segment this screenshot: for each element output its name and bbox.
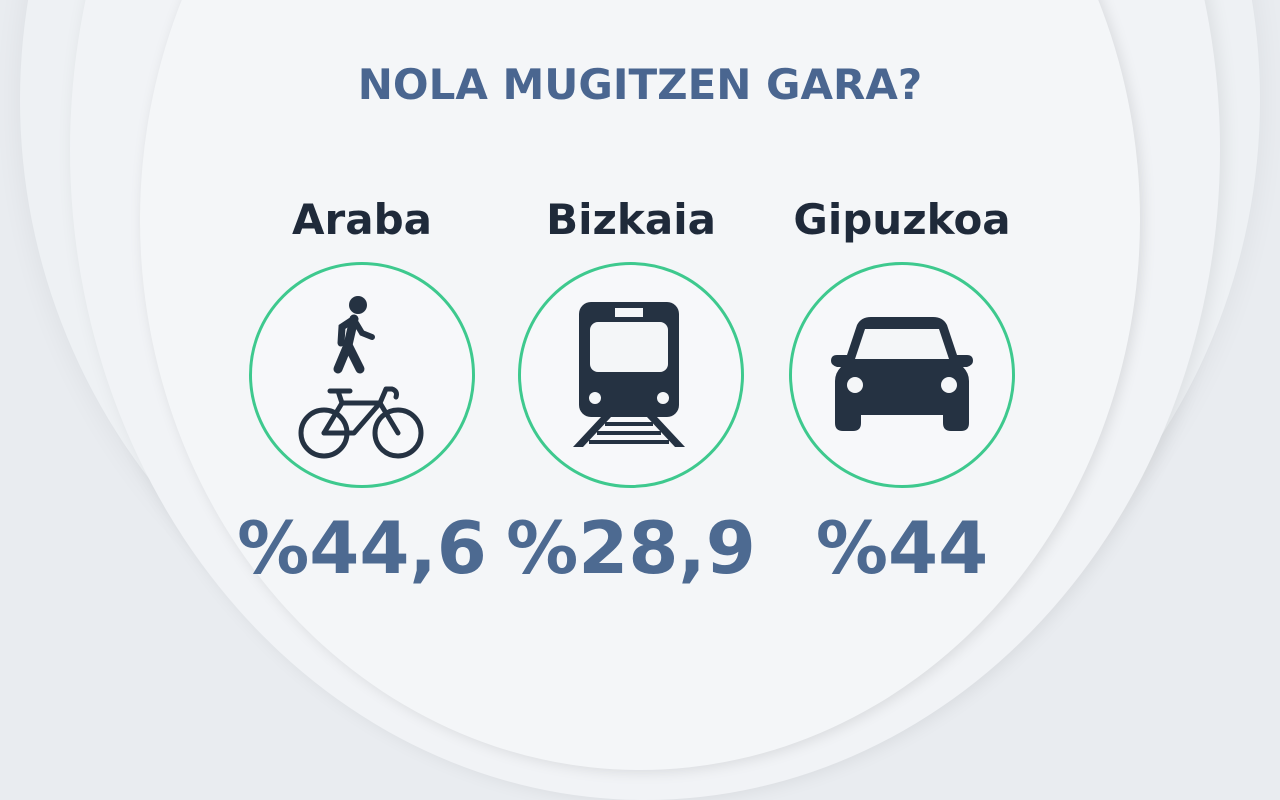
region-value: %44,6 bbox=[237, 506, 487, 590]
region-bizkaia: Bizkaia %28,9 bbox=[481, 190, 781, 590]
region-value: %28,9 bbox=[506, 506, 756, 590]
pedestrian-icon bbox=[333, 296, 375, 374]
icon-circle bbox=[249, 262, 475, 488]
page-title: NOLA MUGITZEN GARA? bbox=[357, 60, 923, 109]
region-araba: Araba %44,6 bbox=[212, 190, 512, 590]
region-name: Gipuzkoa bbox=[793, 195, 1011, 244]
pedestrian-bicycle-icon bbox=[298, 296, 424, 459]
car-icon bbox=[831, 317, 973, 431]
train-icon bbox=[573, 302, 685, 447]
icon-circle bbox=[518, 262, 744, 488]
icon-circle bbox=[789, 262, 1015, 488]
region-gipuzkoa: Gipuzkoa %44 bbox=[752, 190, 1052, 590]
region-value: %44 bbox=[815, 506, 989, 590]
bicycle-icon bbox=[298, 386, 424, 459]
region-name: Bizkaia bbox=[546, 195, 716, 244]
region-name: Araba bbox=[292, 195, 432, 244]
